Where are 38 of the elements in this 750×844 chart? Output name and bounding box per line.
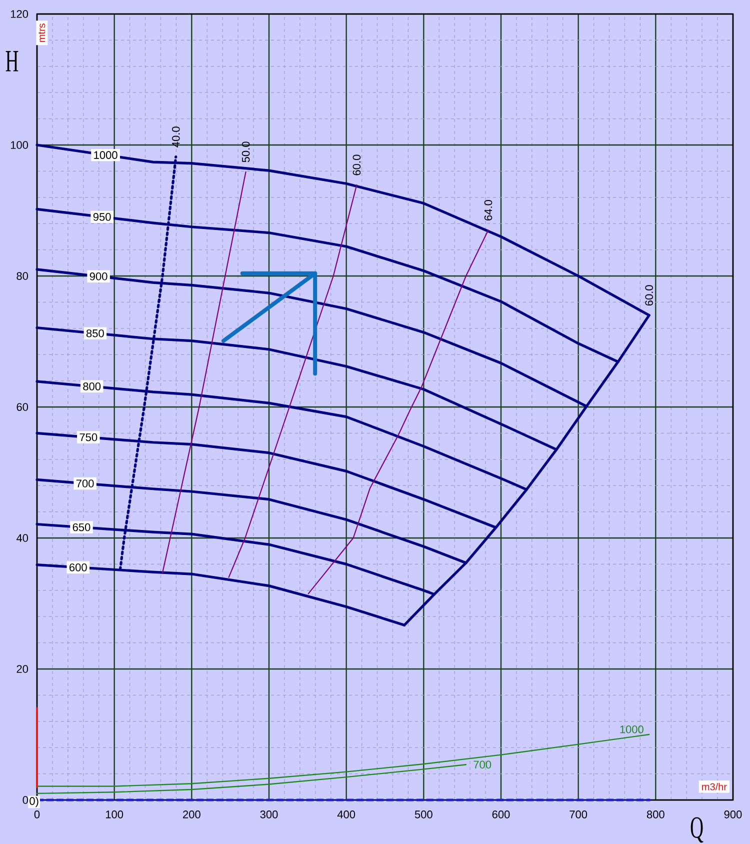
- y-tick-label: 120: [10, 10, 28, 18]
- x-tick-label: 200: [183, 810, 200, 818]
- y-tick-label: 80: [16, 272, 28, 280]
- y-tick-label: 0: [22, 796, 28, 804]
- series-label: 800: [83, 382, 101, 390]
- series-label: 750: [80, 433, 98, 442]
- x-tick-label: 0: [34, 810, 40, 818]
- x-tick-label: 100: [106, 810, 124, 818]
- x-tick-label: 600: [492, 810, 510, 818]
- series-label: 700: [76, 480, 94, 488]
- y-tick-label: 20: [16, 665, 28, 673]
- annotation: m3/hr: [702, 782, 727, 790]
- series-label: 1000: [620, 726, 644, 734]
- y-axis-title: H: [6, 51, 18, 72]
- annotation: 0): [30, 796, 38, 808]
- y-tick-label: 40: [16, 534, 28, 542]
- series-label: 700: [474, 760, 492, 769]
- text: 60.0: [645, 285, 653, 306]
- series-label: 1000: [94, 151, 118, 159]
- series-label: 950: [93, 213, 111, 221]
- x-tick-label: 800: [646, 810, 664, 818]
- series-label: 850: [86, 329, 104, 338]
- text: 40.0: [172, 126, 180, 148]
- x-tick-label: 900: [724, 810, 742, 818]
- x-axis-title: Q: [690, 817, 704, 843]
- x-tick-label: 700: [570, 810, 588, 818]
- x-tick-label: 400: [337, 810, 356, 818]
- series-label: 650: [72, 523, 90, 532]
- text: 50.0: [242, 142, 250, 162]
- text: 64.0: [484, 200, 492, 220]
- y-tick-label: 100: [10, 141, 28, 149]
- y-tick-label: 60: [16, 403, 28, 411]
- series-label: 600: [70, 564, 87, 572]
- series-label: 900: [90, 272, 108, 280]
- x-tick-label: 500: [414, 810, 432, 818]
- annotation: mtrs: [38, 24, 46, 42]
- text: 60.0: [352, 154, 361, 176]
- x-tick-label: 300: [260, 810, 278, 818]
